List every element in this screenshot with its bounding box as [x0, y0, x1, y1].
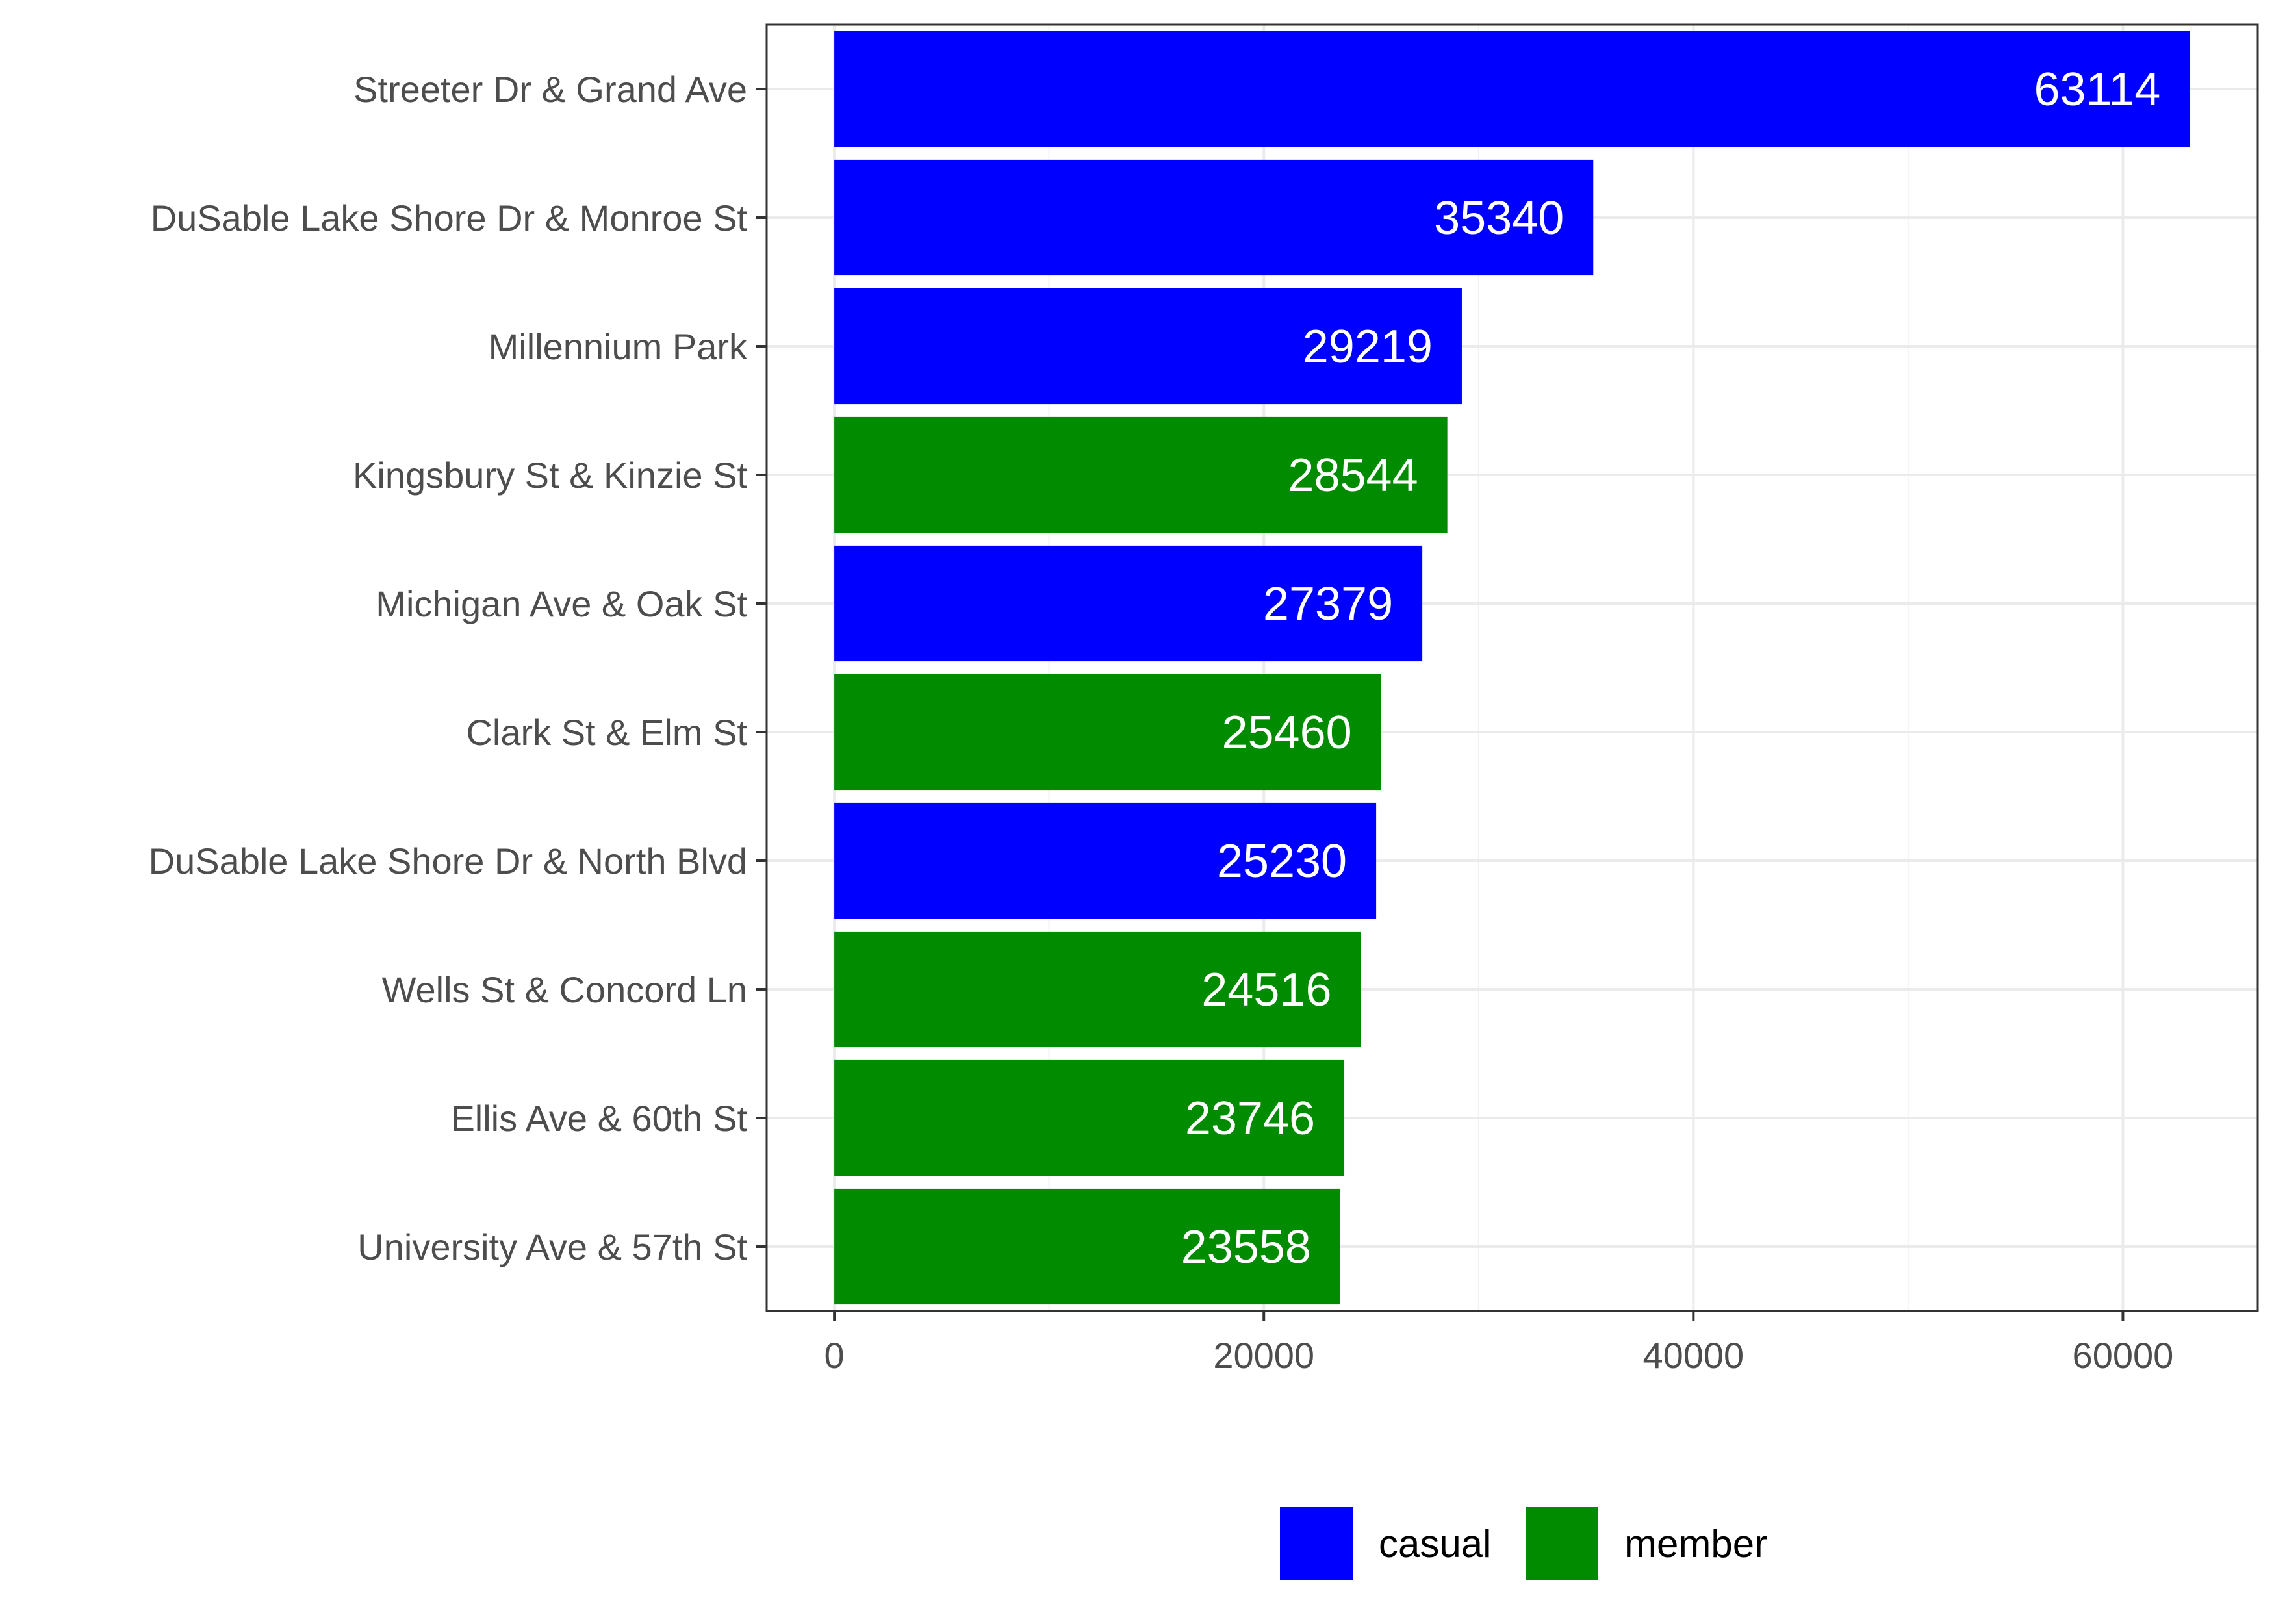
bars	[834, 31, 2190, 1305]
category-label: Wells St & Concord Ln	[382, 969, 747, 1010]
bar	[834, 159, 1594, 276]
bar	[834, 288, 1462, 405]
category-label: Kingsbury St & Kinzie St	[353, 455, 747, 496]
category-label: Ellis Ave & 60th St	[450, 1098, 747, 1139]
data-label: 63114	[2034, 64, 2160, 116]
bar	[834, 1059, 1345, 1176]
y-axis: Streeter Dr & Grand Ave DuSable Lake Shor…	[149, 69, 767, 1267]
legend: casual member	[1280, 1507, 1767, 1580]
category-label: Millennium Park	[489, 326, 748, 367]
data-label: 29219	[1303, 321, 1433, 373]
legend-key-casual	[1280, 1507, 1353, 1580]
data-labels: 63114 35340 29219 28544 27379 25460 25230 24516…	[1181, 64, 2161, 1273]
data-label: 27379	[1263, 578, 1393, 630]
category-label: DuSable Lake Shore Dr & North Blvd	[149, 841, 747, 882]
bar	[834, 416, 1448, 533]
category-label: University Ave & 57th St	[357, 1226, 747, 1267]
bar	[834, 31, 2190, 147]
data-label: 23558	[1181, 1221, 1311, 1273]
legend-label-casual: casual	[1379, 1522, 1491, 1566]
category-label: DuSable Lake Shore Dr & Monroe St	[151, 197, 748, 238]
data-label: 24516	[1201, 964, 1331, 1016]
x-axis: 0 20000 40000 60000	[824, 1311, 2174, 1376]
legend-key-member	[1526, 1507, 1598, 1580]
category-label: Michigan Ave & Oak St	[376, 583, 747, 624]
data-label: 23746	[1185, 1093, 1315, 1145]
x-tick-label: 60000	[2073, 1335, 2174, 1376]
bar	[834, 802, 1377, 919]
legend-label-member: member	[1624, 1522, 1767, 1566]
bar	[834, 931, 1361, 1048]
category-label: Clark St & Elm St	[466, 712, 747, 753]
bar	[834, 1188, 1340, 1305]
plot-border	[765, 23, 2259, 1312]
x-tick-label: 20000	[1213, 1335, 1314, 1376]
data-label: 25460	[1221, 707, 1351, 759]
x-tick-label: 0	[824, 1335, 845, 1376]
bar	[834, 674, 1381, 791]
x-tick-label: 40000	[1642, 1335, 1744, 1376]
category-label: Streeter Dr & Grand Ave	[353, 69, 747, 110]
bar	[834, 545, 1423, 662]
data-label: 35340	[1434, 192, 1564, 244]
data-label: 25230	[1217, 835, 1347, 887]
data-label: 28544	[1288, 450, 1418, 501]
